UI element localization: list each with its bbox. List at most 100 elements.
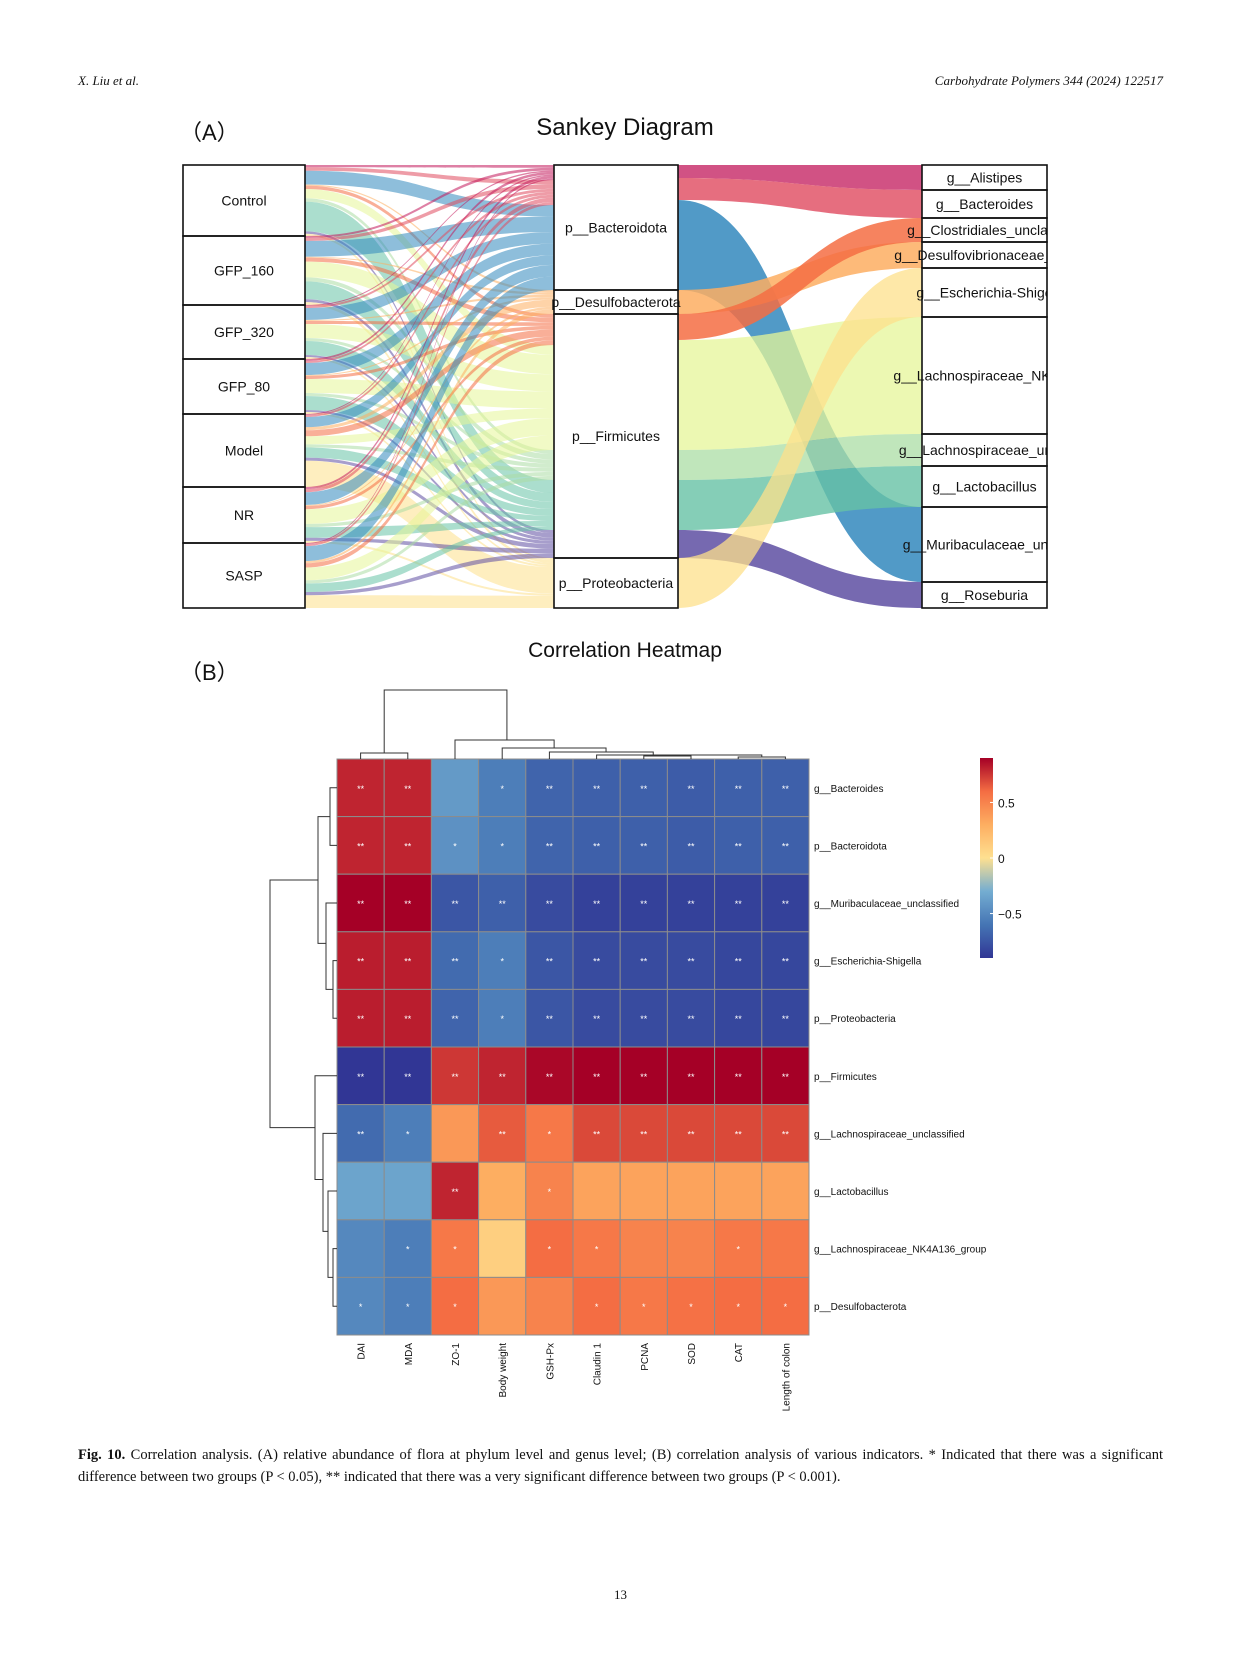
flow-gfp_160-muribaculaceae [305, 216, 554, 257]
heatmap-cell [714, 1276, 763, 1336]
heatmap-cell [761, 1046, 810, 1106]
significance-mark: ** [593, 1129, 601, 1139]
flow-gfp_80-escherichia [305, 412, 554, 568]
flow-model-lachnonk4a [305, 408, 554, 445]
significance-mark: ** [782, 1129, 790, 1139]
group-label-3: GFP_80 [218, 379, 270, 395]
heatmap-cell [714, 1219, 763, 1278]
heatmap-cell [336, 1161, 385, 1221]
heatmap-cell [572, 1104, 621, 1163]
flow-sasp-bacteroides [305, 202, 554, 547]
flow-firmicutes-lactobacillus [678, 466, 922, 530]
heatmap-cell [619, 1104, 668, 1163]
significance-mark: ** [357, 841, 365, 851]
heatmap-cell [478, 1104, 527, 1163]
flow-sasp-escherichia [305, 595, 554, 608]
significance-mark: ** [546, 784, 554, 794]
flow-control-muribaculaceae [305, 170, 554, 217]
heatmap-col-label: PCNA [640, 1343, 651, 1371]
significance-mark: * [500, 841, 504, 851]
significance-mark: ** [640, 899, 648, 909]
dendrogram-branch [360, 752, 409, 759]
significance-mark: ** [782, 784, 790, 794]
flow-firmicutes-lachno-nk4a [678, 317, 922, 450]
heatmap-cell [666, 1046, 716, 1106]
significance-mark: ** [357, 1014, 365, 1024]
significance-mark: ** [404, 1014, 412, 1024]
significance-mark: ** [546, 899, 554, 909]
phylum-node-bg [554, 165, 678, 290]
heatmap-cell [572, 1046, 621, 1106]
flow-gfp_80-lachnonk4a [305, 379, 554, 409]
heatmap-cell [478, 758, 527, 818]
group-label-1: GFP_160 [214, 263, 274, 279]
flow-gfp_160-alistipes [305, 167, 554, 238]
heatmap-cell [383, 1104, 432, 1163]
dendrogram-branch [325, 902, 337, 990]
heatmap-cell [383, 1161, 432, 1221]
heatmap-cell [430, 988, 480, 1048]
dendrogram-branch [332, 960, 337, 1019]
significance-mark: ** [451, 1072, 459, 1082]
dendrogram-branch [327, 1190, 337, 1278]
significance-mark: * [406, 1245, 410, 1255]
heatmap-cell [383, 988, 432, 1048]
heatmap-cell [714, 1046, 763, 1106]
flow-gfp_320-alistipes [305, 170, 554, 306]
genus-label-7: g__Lactobacillus [932, 479, 1036, 495]
dendrogram-branch [383, 689, 508, 753]
group-label-0: Control [221, 193, 266, 209]
heatmap-cell [619, 816, 668, 875]
heatmap-cell [336, 1046, 385, 1106]
significance-mark: ** [735, 957, 743, 967]
heatmap-cell [478, 1161, 527, 1221]
heatmap-cell [761, 1104, 810, 1163]
significance-mark: ** [404, 899, 412, 909]
significance-mark: * [689, 1302, 693, 1312]
significance-mark: ** [357, 957, 365, 967]
significance-mark: ** [687, 1129, 695, 1139]
significance-mark: ** [404, 784, 412, 794]
flow-sasp-lachnonk4a [305, 435, 554, 581]
flow-control-lachnouncl [305, 198, 554, 455]
heatmap-cell [761, 1219, 810, 1278]
heatmap-cell [619, 1219, 668, 1278]
significance-mark: * [500, 784, 504, 794]
flow-sasp-alistipes [305, 178, 554, 545]
heatmap-row-label: g__Muribaculaceae_unclassified [814, 899, 959, 910]
significance-mark: ** [735, 899, 743, 909]
genus-node-9 [921, 581, 1048, 609]
significance-mark: ** [640, 957, 648, 967]
phylum-node-3 [553, 557, 679, 609]
heatmap-cell [336, 1276, 385, 1336]
heatmap-cell [525, 1219, 574, 1278]
significance-mark: ** [593, 899, 601, 909]
page-number: 13 [614, 1587, 627, 1602]
heatmap-cell [430, 816, 480, 875]
dendrogram-branch [314, 1075, 337, 1180]
heatmap-col-label: DAI [357, 1343, 368, 1360]
significance-mark: ** [782, 1014, 790, 1024]
significance-mark: * [500, 957, 504, 967]
dendrogram-branch [548, 751, 654, 759]
heatmap-cell [478, 931, 527, 990]
flow-model-lactobacillus [305, 447, 554, 521]
significance-mark: ** [640, 1129, 648, 1139]
dendrogram-branch [329, 787, 337, 846]
significance-mark: ** [687, 841, 695, 851]
dendrogram-branch [596, 754, 715, 759]
heatmap-cell [478, 873, 527, 933]
significance-mark: ** [687, 957, 695, 967]
phylum-node-bg [554, 290, 678, 314]
flow-nr-alistipes [305, 175, 554, 490]
significance-mark: ** [357, 1072, 365, 1082]
significance-mark: ** [451, 1014, 459, 1024]
flow-sasp-muribaculaceae [305, 276, 554, 562]
heatmap-col-label: MDA [404, 1343, 415, 1366]
significance-mark: ** [782, 899, 790, 909]
heatmap-cell [430, 1046, 480, 1106]
genus-label-2: g__Clostridiales_unclass [907, 222, 1062, 238]
significance-mark: ** [499, 1129, 507, 1139]
dendrogram-branch [501, 747, 607, 759]
heatmap-cell [666, 931, 716, 990]
